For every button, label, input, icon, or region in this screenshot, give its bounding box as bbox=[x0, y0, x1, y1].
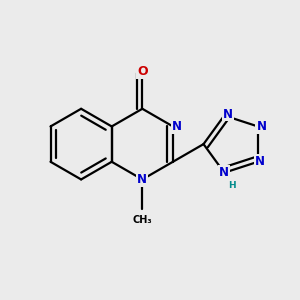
Text: O: O bbox=[137, 65, 148, 79]
Text: N: N bbox=[219, 166, 229, 179]
Text: N: N bbox=[223, 108, 233, 121]
Text: N: N bbox=[256, 120, 266, 133]
Text: N: N bbox=[137, 173, 147, 186]
Text: CH₃: CH₃ bbox=[133, 215, 152, 225]
Text: N: N bbox=[255, 155, 265, 168]
Text: N: N bbox=[172, 120, 182, 133]
Text: H: H bbox=[228, 182, 236, 190]
